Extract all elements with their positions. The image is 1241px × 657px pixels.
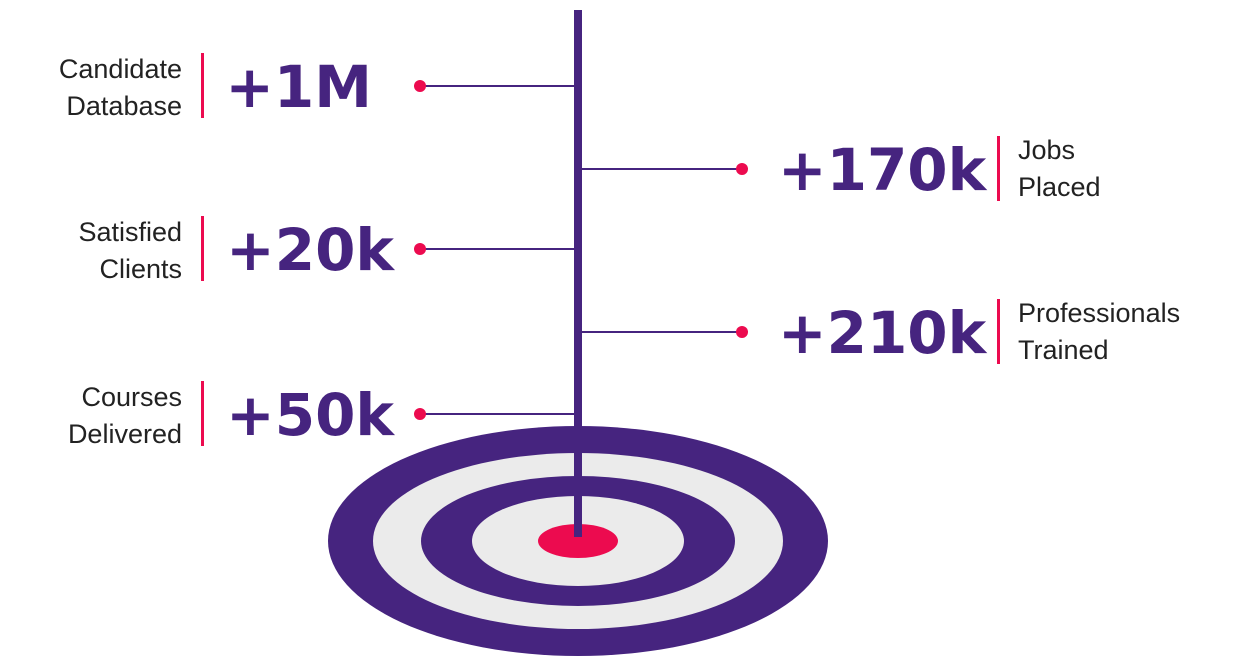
stat-value: +210k	[778, 299, 988, 367]
stat-label: Satisfied	[78, 217, 182, 247]
divider	[201, 216, 204, 281]
stat-label: Clients	[99, 254, 182, 284]
stat-value: +170k	[778, 136, 988, 204]
pole	[574, 10, 582, 537]
divider	[997, 136, 1000, 201]
divider	[201, 53, 204, 118]
dot	[414, 243, 426, 255]
stat-label: Jobs	[1018, 135, 1075, 165]
stat-value: +1M	[225, 53, 372, 121]
stat-value: +20k	[226, 216, 395, 284]
stat-value: +50k	[226, 381, 395, 449]
dot	[736, 326, 748, 338]
dot	[736, 163, 748, 175]
stat-label: Professionals	[1018, 298, 1180, 328]
stat-label: Placed	[1018, 172, 1101, 202]
stat-label: Trained	[1018, 335, 1109, 365]
infographic: +1M Candidate Database +20k Satisfied Clients…	[0, 0, 1241, 657]
stat-label: Candidate	[59, 54, 182, 84]
divider	[997, 299, 1000, 364]
dot	[414, 80, 426, 92]
divider	[201, 381, 204, 446]
stat-label: Database	[66, 91, 182, 121]
dot	[414, 408, 426, 420]
stat-label: Courses	[81, 382, 182, 412]
stat-label: Delivered	[68, 419, 182, 449]
